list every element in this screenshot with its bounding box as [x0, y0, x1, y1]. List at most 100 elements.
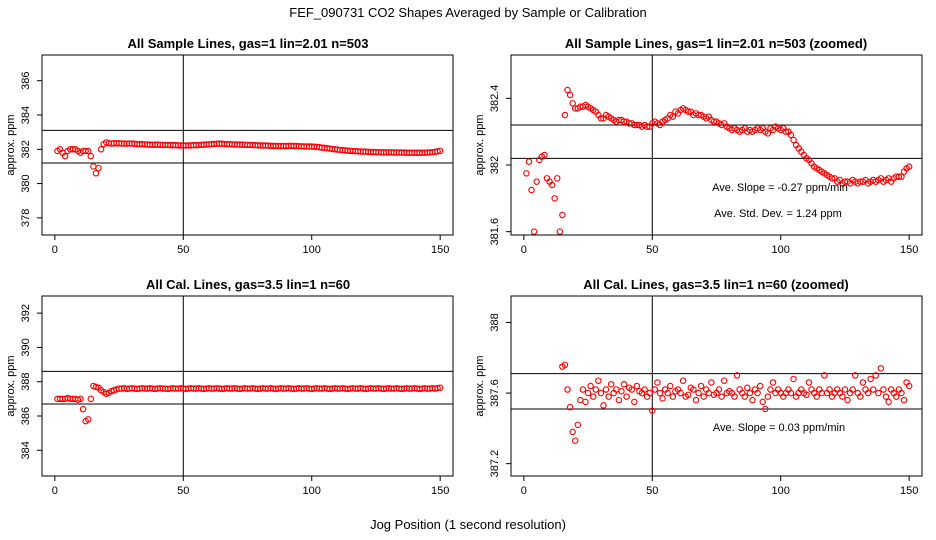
data-point: [754, 389, 761, 397]
data-point: [695, 389, 702, 397]
data-point: [571, 437, 579, 444]
data-point: [821, 372, 828, 379]
data-point: [669, 113, 677, 120]
data-point: [633, 382, 641, 390]
data-point: [898, 173, 905, 180]
data-point: [787, 389, 795, 397]
data-point: [718, 393, 725, 400]
y-tick-label: 388: [20, 373, 32, 391]
data-point: [669, 393, 677, 400]
data-point: [677, 389, 684, 397]
chart-title: All Sample Lines, gas=1 lin=2.01 n=503 (…: [565, 36, 867, 51]
data-point: [541, 151, 548, 159]
y-tick-label: 386: [20, 72, 32, 90]
data-point: [643, 123, 651, 130]
data-point: [697, 382, 705, 390]
y-tick-label: 386: [20, 407, 32, 425]
plot-frame: [510, 295, 923, 477]
chart-title: All Cal. Lines, gas=3.5 lin=1 n=60: [146, 277, 350, 292]
data-point: [813, 393, 820, 400]
data-point: [528, 186, 535, 194]
plot-frame: [41, 54, 454, 236]
data-point: [700, 393, 707, 400]
data-point: [659, 395, 666, 402]
x-tick-label: 150: [900, 485, 918, 497]
data-point: [895, 173, 903, 180]
y-tick-label: 378: [20, 209, 32, 227]
data-point: [885, 398, 892, 406]
data-point: [756, 382, 764, 390]
x-tick-label: 100: [772, 485, 790, 497]
data-point: [597, 115, 605, 122]
data-point: [654, 379, 661, 386]
data-point: [631, 398, 638, 406]
y-tick-label: 392: [20, 304, 32, 322]
data-point: [844, 396, 851, 404]
data-point: [851, 372, 859, 379]
y-tick-label: 384: [20, 106, 32, 124]
data-point: [679, 377, 687, 384]
x-tick-label: 100: [303, 244, 321, 256]
data-point: [849, 386, 856, 393]
data-point: [759, 398, 766, 406]
data-point: [620, 380, 628, 388]
data-point: [803, 391, 810, 399]
data-point: [764, 393, 772, 400]
data-point: [880, 386, 887, 393]
data-point: [434, 384, 441, 392]
data-point: [595, 377, 602, 384]
data-point: [84, 147, 92, 155]
y-axis-label: approx. ppm: [5, 114, 17, 175]
x-tick-label: 0: [52, 485, 58, 497]
data-point: [828, 175, 836, 182]
data-point: [877, 365, 885, 372]
data-point: [548, 181, 556, 189]
data-point: [569, 428, 576, 436]
data-point: [864, 389, 872, 397]
data-point: [551, 195, 558, 202]
data-point: [841, 386, 849, 393]
y-tick-label: 387.2: [489, 450, 501, 478]
data-point: [872, 372, 880, 379]
chart-annotation: Ave. Slope = 0.03 ppm/min: [713, 422, 845, 434]
data-point: [741, 393, 749, 400]
data-point: [530, 228, 538, 235]
chart-annotation: Ave. Slope = -0.27 ppm/min: [712, 182, 848, 194]
data-point: [592, 386, 600, 393]
x-tick-label: 0: [521, 485, 527, 497]
data-point: [641, 386, 648, 393]
x-tick-label: 150: [431, 244, 449, 256]
x-axis-caption: Jog Position (1 second resolution): [370, 517, 566, 532]
data-point: [869, 386, 877, 393]
data-point: [553, 175, 561, 182]
data-point: [651, 386, 659, 393]
y-tick-label: 390: [20, 338, 32, 356]
data-points: [54, 139, 444, 177]
data-point: [434, 148, 441, 155]
data-point: [597, 389, 605, 397]
data-point: [97, 146, 105, 153]
data-point: [769, 379, 777, 386]
data-point: [684, 108, 692, 115]
data-point: [77, 395, 84, 403]
figure-title: FEF_090731 CO2 Shapes Averaged by Sample…: [289, 5, 647, 20]
data-point: [582, 398, 589, 406]
data-point: [87, 152, 95, 160]
data-point: [87, 395, 95, 403]
data-point: [859, 379, 867, 386]
y-tick-label: 382.4: [489, 85, 501, 113]
chart-title: All Sample Lines, gas=1 lin=2.01 n=503: [128, 36, 369, 51]
plot-frame: [41, 295, 454, 477]
data-point: [556, 228, 564, 235]
data-point: [559, 211, 566, 219]
x-tick-label: 50: [646, 485, 658, 497]
data-point: [561, 361, 569, 369]
y-tick-label: 384: [20, 441, 32, 459]
data-point: [867, 375, 874, 383]
data-point: [764, 130, 772, 137]
data-point: [790, 375, 797, 383]
data-point: [667, 382, 674, 390]
data-point: [574, 421, 582, 429]
data-point: [523, 170, 530, 177]
data-point: [589, 393, 597, 400]
